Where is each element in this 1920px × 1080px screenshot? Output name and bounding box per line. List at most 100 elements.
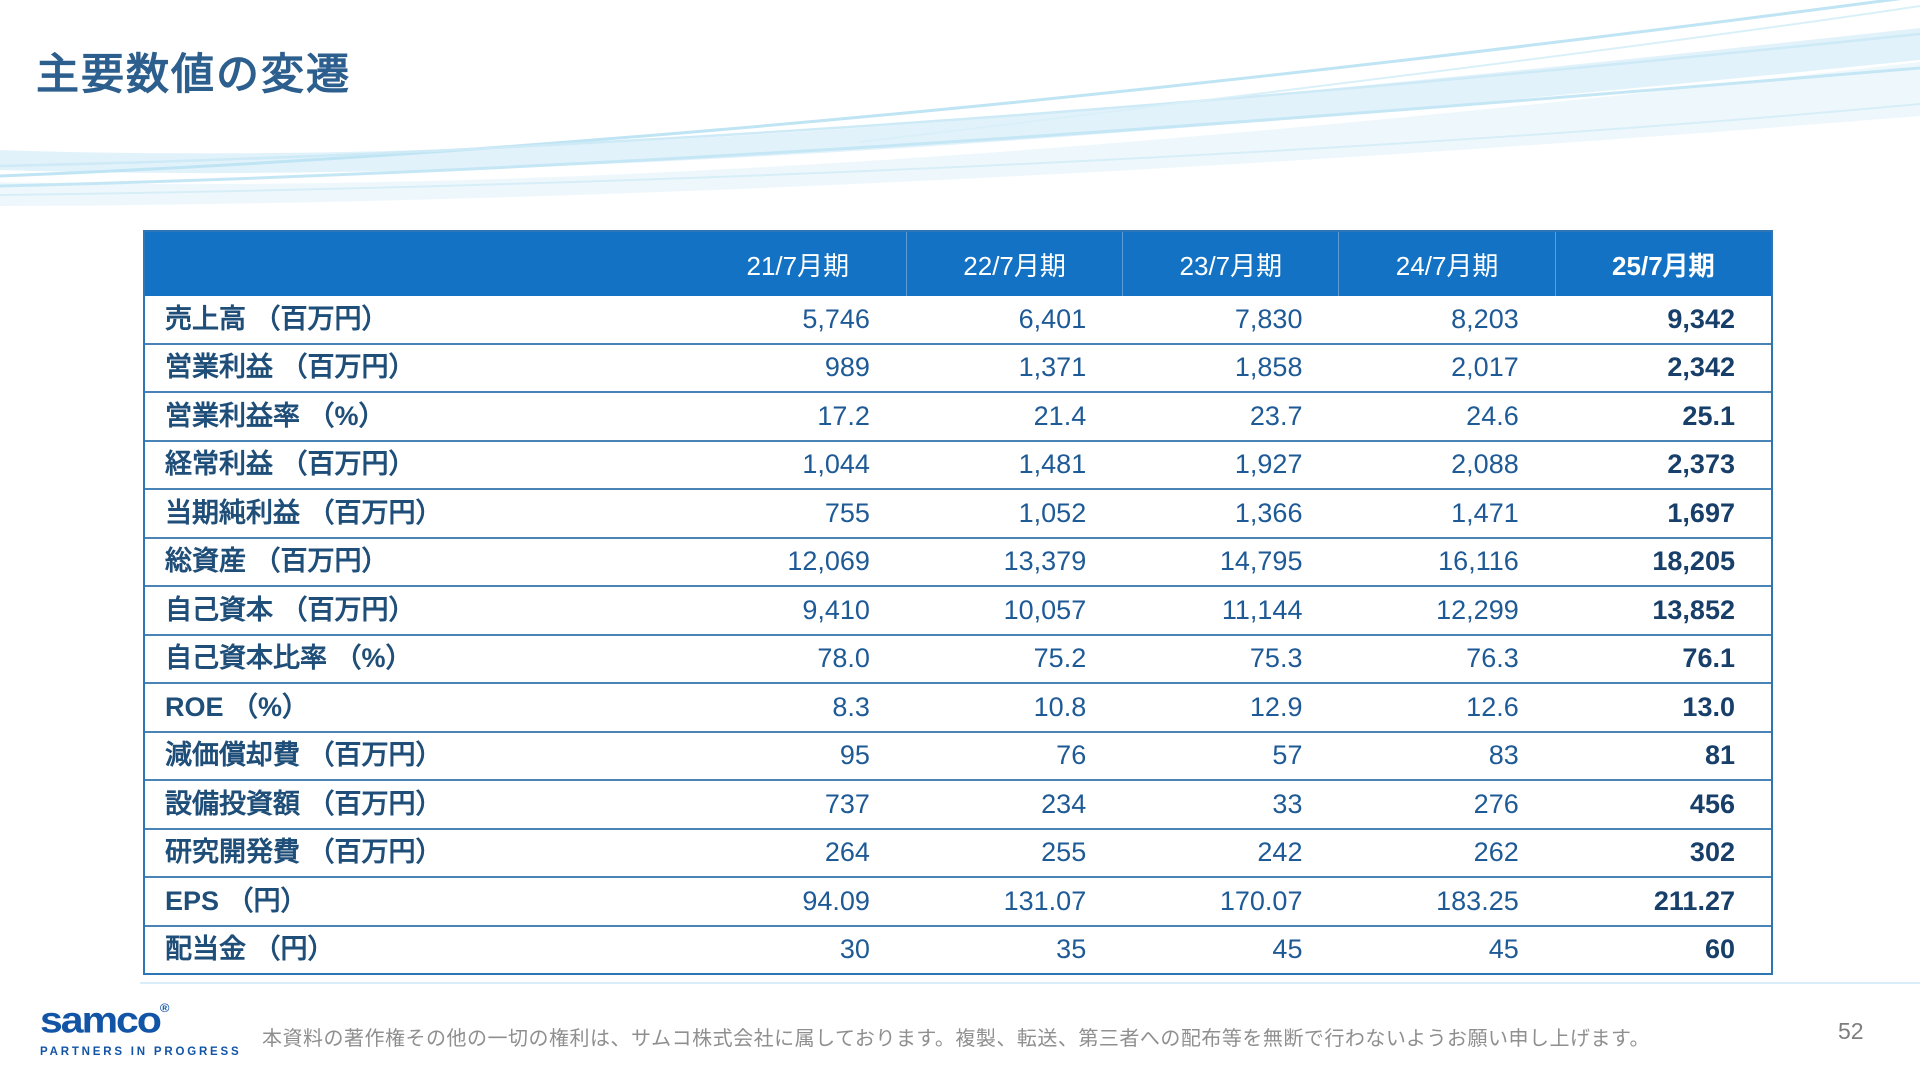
value-cell: 21.4: [1033, 400, 1087, 431]
row-label: 営業利益率 （%）: [165, 400, 386, 431]
row-label: 設備投資額 （百万円）: [165, 788, 443, 819]
value-cell: 10.8: [1033, 691, 1087, 722]
table-row: 営業利益 （百万円） 989 1,371 1,858 2,017 2,342: [145, 342, 1771, 392]
value-cell: 737: [824, 788, 870, 819]
value-cell: 78.0: [817, 643, 870, 674]
value-cell: 7,830: [1234, 303, 1303, 334]
value-cell: 60: [1704, 934, 1735, 965]
value-cell: 1,481: [1018, 449, 1087, 480]
value-cell: 242: [1257, 837, 1303, 868]
table-row: 減価償却費 （百万円） 95 76 57 83 81: [145, 730, 1771, 780]
value-cell: 83: [1488, 740, 1519, 771]
table-corner-cell: [145, 232, 690, 296]
value-cell: 12.9: [1249, 691, 1303, 722]
value-cell: 262: [1473, 837, 1519, 868]
row-label: 経常利益 （百万円）: [165, 449, 416, 480]
row-label: ROE （%）: [165, 691, 310, 722]
value-cell: 8,203: [1451, 303, 1519, 334]
row-label: 当期純利益 （百万円）: [165, 497, 443, 528]
value-cell: 13,379: [1003, 546, 1087, 577]
value-cell: 170.07: [1219, 885, 1303, 916]
value-cell: 5,746: [802, 303, 870, 334]
value-cell: 23.7: [1249, 400, 1303, 431]
row-label: 自己資本 （百万円）: [165, 594, 416, 625]
column-header-21/7月期: 21/7月期: [746, 250, 850, 281]
value-cell: 45: [1272, 934, 1303, 965]
row-label: 減価償却費 （百万円）: [165, 740, 443, 771]
value-cell: 76.3: [1466, 643, 1519, 674]
table-row: 配当金 （円） 30 35 45 45 60: [145, 924, 1771, 974]
value-cell: 13,852: [1652, 594, 1735, 625]
value-cell: 9,342: [1667, 303, 1735, 334]
value-cell: 1,927: [1234, 449, 1303, 480]
value-cell: 264: [824, 837, 870, 868]
table-row: 営業利益率 （%） 17.2 21.4 23.7 24.6 25.1: [145, 391, 1771, 440]
row-label: 売上高 （百万円）: [165, 303, 389, 334]
value-cell: 183.25: [1436, 885, 1519, 916]
value-cell: 1,044: [802, 449, 870, 480]
table-body: 売上高 （百万円） 5,746 6,401 7,830 8,203 9,342 営業利益 （…: [145, 296, 1771, 973]
column-header-25/7月期: 25/7月期: [1554, 232, 1771, 296]
value-cell: 255: [1041, 837, 1087, 868]
value-cell: 12,299: [1436, 594, 1519, 625]
row-label: 研究開発費 （百万円）: [165, 837, 443, 868]
row-label: EPS （円）: [165, 885, 308, 916]
value-cell: 755: [824, 497, 870, 528]
value-cell: 94.09: [802, 885, 870, 916]
column-header-22/7月期: 22/7月期: [905, 232, 1122, 296]
value-cell: 45: [1488, 934, 1519, 965]
value-cell: 10,057: [1003, 594, 1087, 625]
value-cell: 13.0: [1682, 691, 1735, 722]
value-cell: 211.27: [1653, 885, 1735, 916]
value-cell: 16,116: [1438, 546, 1519, 577]
value-cell: 75.3: [1249, 643, 1303, 674]
value-cell: 9,410: [802, 594, 870, 625]
value-cell: 17.2: [817, 400, 870, 431]
value-cell: 24.6: [1466, 400, 1519, 431]
row-label: 配当金 （円）: [165, 934, 335, 965]
samco-logo: samco® PARTNERS IN PROGRESS: [40, 1002, 241, 1058]
value-cell: 1,471: [1451, 497, 1519, 528]
table-row: 研究開発費 （百万円） 264 255 242 262 302: [145, 827, 1771, 877]
value-cell: 1,858: [1234, 352, 1303, 383]
table-row: 経常利益 （百万円） 1,044 1,481 1,927 2,088 2,373: [145, 439, 1771, 489]
row-label: 総資産 （百万円）: [165, 546, 389, 577]
value-cell: 6,401: [1018, 303, 1087, 334]
table-row: 総資産 （百万円） 12,069 13,379 14,795 16,116 18,205: [145, 536, 1771, 586]
value-cell: 302: [1689, 837, 1735, 868]
row-label: 自己資本比率 （%）: [165, 643, 413, 674]
column-header-23/7月期: 23/7月期: [1122, 232, 1338, 296]
value-cell: 76.1: [1682, 643, 1735, 674]
table-row: 売上高 （百万円） 5,746 6,401 7,830 8,203 9,342: [145, 296, 1771, 343]
registered-trademark-icon: ®: [159, 1001, 170, 1015]
value-cell: 2,342: [1667, 352, 1735, 383]
samco-logo-tagline: PARTNERS IN PROGRESS: [40, 1046, 242, 1058]
value-cell: 1,052: [1018, 497, 1087, 528]
value-cell: 234: [1041, 788, 1087, 819]
value-cell: 95: [839, 740, 870, 771]
value-cell: 25.1: [1682, 400, 1735, 431]
value-cell: 76: [1056, 740, 1087, 771]
footer-divider: [140, 982, 1920, 984]
value-cell: 57: [1272, 740, 1303, 771]
value-cell: 18,205: [1652, 546, 1735, 577]
value-cell: 456: [1689, 788, 1735, 819]
page-title: 主要数値の変遷: [36, 51, 351, 99]
table-row: ROE （%） 8.3 10.8 12.9 12.6 13.0: [145, 682, 1771, 731]
value-cell: 35: [1056, 934, 1087, 965]
table-row: 自己資本 （百万円） 9,410 10,057 11,144 12,299 13,852: [145, 585, 1771, 634]
header-wave-decoration: [0, 0, 1920, 206]
value-cell: 1,366: [1234, 497, 1303, 528]
table-header-row: 21/7月期 22/7月期 23/7月期 24/7月期 25/7月期: [145, 232, 1771, 296]
financial-table: 21/7月期 22/7月期 23/7月期 24/7月期 25/7月期 売上高 （百万円）…: [143, 230, 1773, 975]
row-label: 営業利益 （百万円）: [165, 352, 416, 383]
table-row: 自己資本比率 （%） 78.0 75.2 75.3 76.3 76.1: [145, 633, 1771, 683]
value-cell: 33: [1272, 788, 1303, 819]
table-row: 設備投資額 （百万円） 737 234 33 276 456: [145, 779, 1771, 828]
value-cell: 2,373: [1667, 449, 1735, 480]
page-number: 52: [1838, 1018, 1864, 1044]
value-cell: 276: [1473, 788, 1519, 819]
value-cell: 1,697: [1667, 497, 1735, 528]
samco-logo-wordmark: samco®: [40, 999, 170, 1041]
